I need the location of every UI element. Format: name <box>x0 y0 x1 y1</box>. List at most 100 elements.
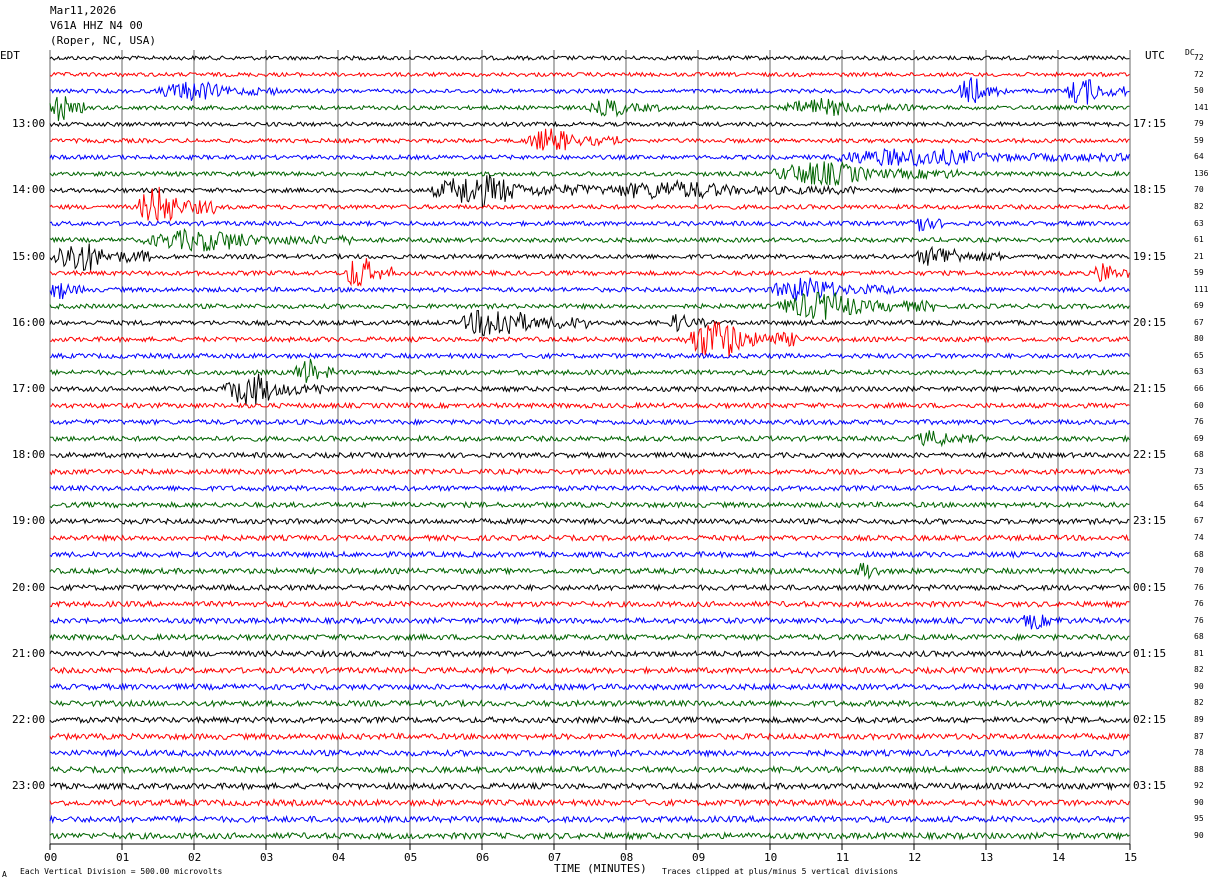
dc-offset-value: 90 <box>1194 797 1204 807</box>
left-hour-label: 21:00 <box>12 646 46 660</box>
dc-offset-value: 78 <box>1194 748 1204 758</box>
right-hour-label: 21:15 <box>1133 382 1167 395</box>
left-hour-label: 13:00 <box>12 117 46 131</box>
seismic-trace-row <box>49 533 1130 543</box>
seismic-trace-row <box>49 484 1130 493</box>
right-hour-label: 22:15 <box>1133 448 1167 462</box>
dc-offset-value: 50 <box>1194 86 1204 96</box>
dc-offset-value: 80 <box>1194 334 1204 344</box>
left-timezone-label: EDT <box>0 49 20 62</box>
right-hour-label: 23:15 <box>1133 514 1167 528</box>
dc-offset-value: 69 <box>1194 301 1204 311</box>
dc-offset-value: 73 <box>1194 466 1204 476</box>
seismic-trace-row <box>49 781 1130 792</box>
seismic-trace-row <box>50 430 1130 448</box>
dc-offset-value: 87 <box>1194 731 1204 741</box>
station-location: (Roper, NC, USA) <box>50 34 156 47</box>
dc-offset-value: 64 <box>1194 499 1204 509</box>
x-tick-label: 02 <box>188 851 202 864</box>
seismic-trace-row <box>49 583 1130 592</box>
seismic-trace-row <box>49 258 1130 287</box>
seismic-trace-row <box>49 550 1130 559</box>
dc-offset-value: 67 <box>1194 516 1204 526</box>
seismic-trace-row <box>49 147 1130 167</box>
dc-offset-value: 141 <box>1194 102 1209 112</box>
station-id: V61A HHZ N4 00 <box>50 19 143 32</box>
seismic-trace-row <box>49 373 1130 406</box>
right-timezone-label: UTC <box>1145 49 1165 62</box>
clip-note: Traces clipped at plus/minus 5 vertical … <box>662 867 899 876</box>
left-hour-label: 14:00 <box>12 183 46 197</box>
x-tick-label: 11 <box>836 851 850 864</box>
dc-offset-value: 63 <box>1194 218 1204 228</box>
seismic-trace-row <box>49 451 1130 460</box>
seismic-trace-row <box>49 291 1130 320</box>
x-tick-label: 13 <box>980 851 994 864</box>
dc-offset-value: 76 <box>1194 615 1204 625</box>
left-hour-label: 17:00 <box>12 382 46 395</box>
left-hour-label: 18:00 <box>12 448 46 462</box>
seismic-trace-row <box>49 227 1130 252</box>
seismic-trace-row <box>49 217 1130 232</box>
dc-offset-value: 68 <box>1194 632 1204 642</box>
dc-offset-value: 61 <box>1194 235 1204 245</box>
dc-offset-value: 82 <box>1194 201 1204 211</box>
seismic-trace-row <box>49 173 1130 208</box>
seismic-trace-row <box>49 54 1130 62</box>
x-tick-label: 05 <box>404 851 418 864</box>
dc-offset-value: 65 <box>1194 483 1204 493</box>
x-tick-label: 10 <box>764 851 778 864</box>
seismic-trace-row <box>49 77 1130 105</box>
plot-date: Mar11,2026 <box>50 4 117 17</box>
dc-offset-value: 64 <box>1194 152 1204 162</box>
x-tick-label: 04 <box>332 851 346 864</box>
seismic-trace-row <box>49 599 1130 609</box>
seismic-trace-row <box>49 120 1130 128</box>
seismic-trace-row <box>49 748 1130 758</box>
seismic-trace-row <box>49 814 1130 825</box>
seismic-trace-row <box>49 358 1130 384</box>
left-hour-label: 20:00 <box>12 580 46 594</box>
right-hour-label: 18:15 <box>1133 183 1167 197</box>
seismic-trace-row <box>49 418 1130 427</box>
right-hour-label: 19:15 <box>1133 249 1167 263</box>
x-tick-label: 01 <box>116 851 130 864</box>
left-hour-label: 15:00 <box>12 249 46 263</box>
seismic-trace-row <box>49 831 1130 841</box>
dc-offset-value: 89 <box>1194 715 1204 724</box>
dc-offset-value: 70 <box>1194 566 1204 576</box>
left-hour-label: 23:00 <box>12 779 46 793</box>
dc-offset-value: 60 <box>1194 400 1204 410</box>
x-tick-label: 12 <box>908 851 922 864</box>
seismic-trace-row <box>49 614 1130 630</box>
dc-offset-value: 76 <box>1194 417 1204 427</box>
dc-offset-value: 72 <box>1194 69 1204 79</box>
dc-offset-value: 59 <box>1194 135 1204 145</box>
left-hour-label: 22:00 <box>12 713 46 726</box>
dc-offset-value: 59 <box>1194 268 1204 278</box>
dc-offset-value: 111 <box>1194 284 1209 294</box>
left-hour-label: 19:00 <box>12 514 46 528</box>
seismic-trace-row <box>49 632 1130 642</box>
seismic-trace-row <box>49 309 1130 337</box>
dc-offset-value: 81 <box>1194 648 1204 658</box>
dc-offset-value: 90 <box>1194 681 1204 691</box>
right-hour-label: 03:15 <box>1133 779 1167 793</box>
vertical-division-note: Each Vertical Division = 500.00 microvol… <box>20 867 223 876</box>
x-tick-label: 08 <box>620 851 634 864</box>
dc-offset-value: 68 <box>1194 450 1204 460</box>
dc-offset-value: 76 <box>1194 599 1204 609</box>
right-hour-label: 17:15 <box>1133 117 1167 131</box>
x-tick-label: 07 <box>548 851 562 864</box>
dc-offset-value: 136 <box>1194 168 1209 178</box>
seismic-trace-row <box>50 401 1130 410</box>
seismic-trace-row <box>49 243 1130 271</box>
dc-offset-value: 88 <box>1194 764 1204 774</box>
dc-offset-value: 69 <box>1194 433 1204 443</box>
dc-offset-value: 74 <box>1194 532 1204 542</box>
x-axis-label: TIME (MINUTES) <box>554 862 647 875</box>
seismic-trace-row <box>49 71 1130 78</box>
right-hour-label: 01:15 <box>1133 646 1167 660</box>
seismic-trace-row <box>50 321 1130 358</box>
seismic-trace-row <box>49 161 1130 187</box>
